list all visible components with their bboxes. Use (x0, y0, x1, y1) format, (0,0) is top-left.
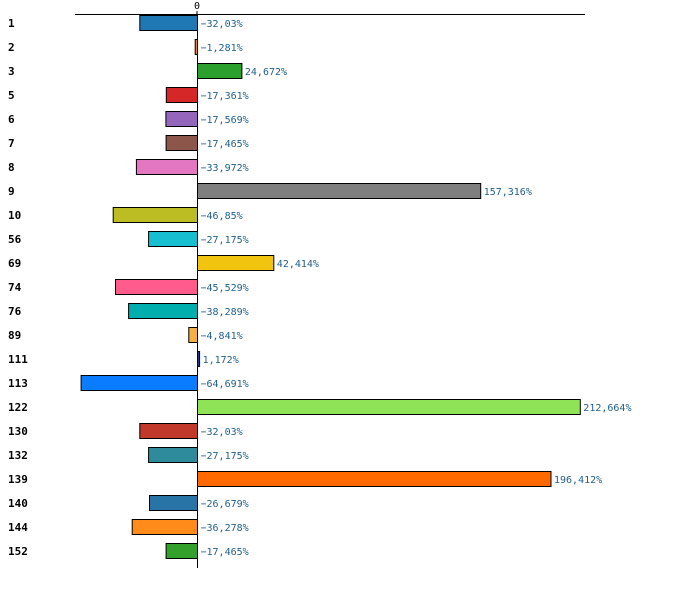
bar-74 (115, 279, 198, 295)
bar-132 (148, 447, 199, 463)
value-label-1: −32,03% (201, 19, 243, 30)
value-label-9: 157,316% (484, 187, 532, 198)
bar-140 (149, 495, 198, 511)
value-label-113: −64,691% (201, 379, 249, 390)
value-label-2: −1,281% (201, 43, 243, 54)
bars-layer (80, 15, 581, 559)
bar-152 (165, 543, 199, 559)
category-label-140: 140 (8, 497, 28, 510)
bar-56 (148, 231, 199, 247)
category-label-89: 89 (8, 329, 21, 342)
bar-5 (165, 87, 199, 103)
category-label-144: 144 (8, 521, 28, 534)
value-labels: −32,03% −1,281% 24,672% −17,361% −17,569% −17… (201, 19, 632, 558)
zero-tick-label: 0 (194, 1, 200, 12)
category-label-1: 1 (8, 17, 15, 30)
value-label-140: −26,679% (201, 499, 249, 510)
category-label-122: 122 (8, 401, 28, 414)
category-label-9: 9 (8, 185, 15, 198)
bar-69 (197, 255, 275, 271)
value-label-7: −17,465% (201, 139, 249, 150)
bar-122 (197, 399, 581, 415)
category-label-56: 56 (8, 233, 22, 246)
category-label-6: 6 (8, 113, 15, 126)
category-label-2: 2 (8, 41, 15, 54)
category-label-132: 132 (8, 449, 28, 462)
bar-76 (128, 303, 199, 319)
category-labels: 1235678910566974768911111312213013213914… (8, 17, 28, 558)
category-label-76: 76 (8, 305, 22, 318)
category-label-113: 113 (8, 377, 28, 390)
bar-139 (197, 471, 552, 487)
category-label-130: 130 (8, 425, 28, 438)
bar-144 (131, 519, 198, 535)
value-label-74: −45,529% (201, 283, 249, 294)
value-label-130: −32,03% (201, 427, 243, 438)
value-label-10: −46,85% (201, 211, 243, 222)
category-label-7: 7 (8, 137, 15, 150)
category-label-5: 5 (8, 89, 15, 102)
category-label-139: 139 (8, 473, 28, 486)
value-label-89: −4,841% (201, 331, 243, 342)
bar-10 (112, 207, 198, 223)
value-label-144: −36,278% (201, 523, 249, 534)
value-label-3: 24,672% (245, 67, 287, 78)
bar-6 (165, 111, 198, 127)
bar-8 (135, 159, 198, 175)
bar-9 (197, 183, 482, 199)
category-label-3: 3 (8, 65, 15, 78)
value-label-139: 196,412% (554, 475, 602, 486)
value-label-76: −38,289% (201, 307, 249, 318)
value-label-132: −27,175% (201, 451, 249, 462)
value-label-5: −17,361% (201, 91, 249, 102)
bar-113 (80, 375, 198, 391)
bar-3 (197, 63, 243, 79)
bar-130 (139, 423, 199, 439)
value-label-111: 1,172% (203, 355, 239, 366)
value-label-69: 42,414% (277, 259, 319, 270)
category-label-69: 69 (8, 257, 21, 270)
value-label-8: −33,972% (201, 163, 249, 174)
bar-89 (188, 327, 199, 343)
category-label-152: 152 (8, 545, 28, 558)
category-label-10: 10 (8, 209, 21, 222)
bar-7 (165, 135, 199, 151)
category-label-8: 8 (8, 161, 15, 174)
value-label-56: −27,175% (201, 235, 249, 246)
category-label-111: 111 (8, 353, 28, 366)
category-label-74: 74 (8, 281, 22, 294)
value-label-122: 212,664% (583, 403, 631, 414)
value-label-6: −17,569% (201, 115, 249, 126)
bar-1 (139, 15, 199, 31)
value-label-152: −17,465% (201, 547, 249, 558)
